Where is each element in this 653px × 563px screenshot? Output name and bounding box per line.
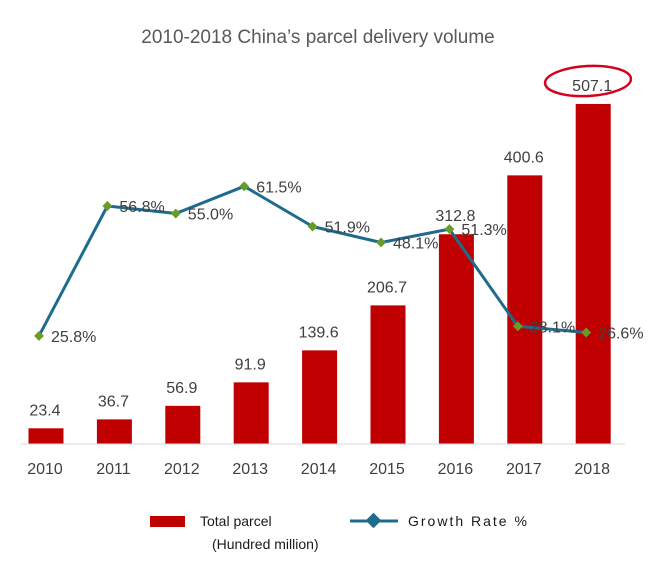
rate-marker-2012 [170, 208, 181, 219]
x-tick-2017: 2017 [506, 461, 542, 478]
chart-title: 2010-2018 China’s parcel delivery volume [141, 27, 494, 48]
bar-2015 [370, 305, 406, 444]
rate-label-2017: 28.1% [530, 319, 575, 336]
rate-marker-2016 [444, 224, 455, 235]
rate-marker-2014 [307, 221, 318, 232]
legend: Total parcel (Hundred million) Growth Ra… [150, 512, 529, 552]
bar-2014 [302, 350, 338, 444]
rate-label-2014: 51.9% [325, 220, 370, 237]
legend-growth-rate: Growth Rate % [408, 513, 529, 529]
rate-marker-2017 [512, 321, 523, 332]
rate-marker-2015 [376, 237, 386, 248]
bar-2017 [507, 175, 543, 444]
x-tick-2013: 2013 [232, 461, 268, 478]
x-tick-2016: 2016 [438, 461, 474, 478]
bar-2011 [96, 419, 132, 444]
bar-label-2015: 206.7 [367, 279, 407, 296]
bar-2013 [233, 382, 269, 444]
rate-label-2012: 55.0% [188, 207, 233, 224]
growth-rate-labels: 25.8% 56.8% 55.0% 61.5% 51.9% 48.1% 51.3% 28.1%… [51, 179, 644, 346]
bar-label-2013: 91.9 [235, 356, 266, 373]
bar-series [28, 103, 611, 444]
rate-label-2016: 51.3% [461, 222, 506, 239]
legend-bar-swatch [150, 516, 185, 527]
bar-labels: 23.4 36.7 56.9 91.9 139.6 206.7 312.8 400.6 507.… [29, 78, 612, 419]
growth-rate-markers [34, 181, 592, 341]
legend-total-parcel-unit: (Hundred million) [212, 536, 319, 552]
x-tick-2018: 2018 [574, 461, 610, 478]
x-tick-2012: 2012 [164, 461, 200, 478]
x-tick-labels: 2010 2011 2012 2013 2014 2015 2016 2017 2018 [27, 461, 610, 478]
x-tick-2015: 2015 [369, 461, 405, 478]
bar-label-2014: 139.6 [299, 324, 339, 341]
rate-label-2013: 61.5% [256, 179, 301, 196]
bar-2016 [438, 234, 474, 444]
rate-label-2015: 48.1% [393, 235, 438, 252]
legend-total-parcel: Total parcel [200, 513, 272, 529]
legend-line-marker [365, 512, 382, 529]
bar-label-2010: 23.4 [29, 402, 60, 419]
rate-label-2010: 25.8% [51, 329, 96, 346]
rate-label-2018: 26.6% [598, 326, 643, 343]
highlight-circle [543, 64, 633, 98]
x-tick-2010: 2010 [27, 461, 63, 478]
rate-marker-2013 [239, 181, 250, 192]
bar-label-2011: 36.7 [98, 393, 129, 410]
rate-marker-2011 [102, 201, 113, 211]
bar-label-2018: 507.1 [572, 78, 612, 95]
x-tick-2011: 2011 [96, 461, 131, 478]
bar-label-2016: 312.8 [435, 208, 475, 225]
rate-label-2011: 56.8% [119, 199, 164, 216]
bar-2010 [28, 428, 64, 444]
bar-label-2012: 56.9 [166, 380, 197, 397]
bar-2012 [165, 405, 201, 444]
bar-2018 [575, 103, 611, 444]
bar-label-2017: 400.6 [504, 149, 544, 166]
x-tick-2014: 2014 [301, 461, 337, 478]
